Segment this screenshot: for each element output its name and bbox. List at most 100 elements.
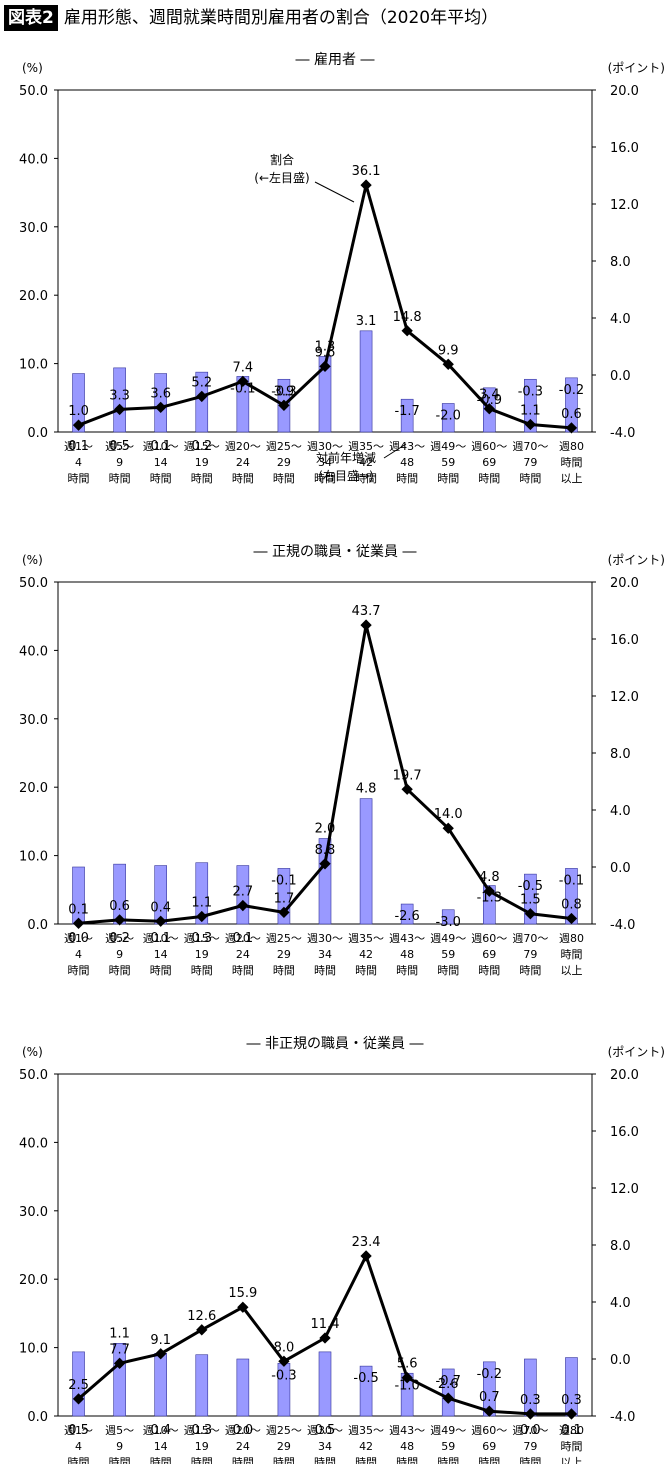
category-label: 時間: [109, 472, 131, 485]
category-label: 週10～: [143, 440, 179, 453]
change-bar: [236, 865, 250, 925]
category-label: 29: [277, 948, 291, 961]
change-value-label: 0.3: [191, 1423, 212, 1438]
right-tick-label: 20.0: [610, 1068, 639, 1083]
share-point: [565, 422, 578, 434]
category-label: 9: [116, 948, 123, 961]
category-label: 週49～: [430, 1424, 466, 1437]
left-tick-label: 20.0: [19, 1273, 48, 1288]
right-tick-label: 8.0: [610, 747, 631, 762]
left-tick-label: 30.0: [19, 1205, 48, 1220]
share-point: [360, 179, 372, 191]
category-label: 時間: [519, 964, 541, 977]
change-value-label: 0.1: [150, 931, 171, 946]
category-label: 時間: [109, 964, 131, 977]
category-label: 以上: [560, 472, 582, 485]
change-value-label: -0.3: [271, 384, 296, 399]
category-label: 14: [154, 948, 168, 961]
category-label: 週20～: [225, 932, 261, 945]
category-label: 週70～: [512, 932, 548, 945]
share-value-label: 7.7: [109, 1342, 130, 1357]
change-value-label: -0.9: [477, 393, 502, 408]
left-axis-unit: (%): [22, 553, 43, 567]
change-value-label: -0.7: [436, 1374, 461, 1389]
category-label: 時間: [191, 472, 213, 485]
right-axis-unit: (ポイント): [608, 61, 665, 75]
category-label: 週80: [559, 440, 584, 453]
category-label: 週70～: [512, 1424, 548, 1437]
share-value-label: 8.0: [274, 1340, 295, 1355]
category-label: 週35～: [348, 440, 384, 453]
left-tick-label: 50.0: [19, 1068, 48, 1083]
category-label: 79: [523, 1440, 537, 1453]
category-label: 週30～: [307, 1424, 343, 1437]
change-bar: [400, 398, 414, 433]
change-value-label: 0.0: [520, 1423, 541, 1438]
left-axis-unit: (%): [22, 1045, 43, 1059]
change-bar: [359, 330, 373, 433]
category-label: 42: [359, 456, 373, 469]
category-label: 19: [195, 948, 209, 961]
category-label: 9: [116, 1440, 123, 1453]
right-axis-unit: (ポイント): [608, 553, 665, 567]
chart-title: ― 正規の職員・従業員 ―: [254, 544, 417, 560]
category-label: 29: [277, 456, 291, 469]
category-label: 週70～: [512, 440, 548, 453]
left-tick-label: 50.0: [19, 576, 48, 591]
share-point: [155, 401, 167, 414]
change-bar: [400, 903, 414, 925]
category-label: 14: [154, 1440, 168, 1453]
chart-all-employees: ― 雇用者 ―(%) (ポイント)50.040.030.020.010.00.02…: [19, 51, 665, 485]
category-label: 週43～: [389, 932, 425, 945]
left-tick-label: 10.0: [19, 358, 48, 373]
change-value-label: 0.1: [150, 439, 171, 454]
change-value-label: 1.1: [109, 1326, 130, 1341]
category-label: 時間: [232, 472, 254, 485]
bar-note-sublabel: (右目盛→): [318, 468, 373, 483]
change-bar: [318, 1351, 332, 1417]
share-point: [319, 1332, 331, 1344]
category-label: 週35～: [348, 932, 384, 945]
category-label: 時間: [396, 472, 418, 485]
change-bar: [195, 862, 209, 925]
category-label: 48: [400, 456, 414, 469]
change-value-label: -1.3: [477, 891, 502, 906]
category-label: 時間: [560, 1440, 582, 1453]
category-label: 時間: [314, 472, 336, 485]
right-tick-label: 20.0: [610, 576, 639, 591]
share-point: [319, 360, 331, 372]
category-label: 69: [482, 456, 496, 469]
change-value-label: 0.1: [68, 439, 89, 454]
right-tick-label: 8.0: [610, 1239, 631, 1254]
category-label: 42: [359, 948, 373, 961]
category-label: 24: [236, 1440, 250, 1453]
category-label: 79: [523, 948, 537, 961]
left-tick-label: 0.0: [27, 426, 48, 441]
category-label: 時間: [150, 964, 172, 977]
left-tick-label: 20.0: [19, 781, 48, 796]
right-tick-label: 12.0: [610, 1182, 639, 1197]
share-point: [565, 912, 578, 925]
share-value-label: 14.0: [434, 807, 463, 822]
change-bar: [359, 1365, 373, 1417]
category-label: 時間: [191, 1456, 213, 1464]
bar-note-leader: [383, 443, 407, 459]
right-tick-label: -4.0: [610, 1410, 635, 1425]
share-point: [442, 358, 454, 370]
change-value-label: -2.6: [394, 909, 419, 924]
change-value-label: -0.2: [559, 383, 584, 398]
category-label: 79: [523, 456, 537, 469]
share-value-label: 1.5: [520, 893, 541, 908]
share-value-label: 0.4: [150, 900, 171, 915]
category-label: 週20～: [225, 1424, 261, 1437]
category-label: 14: [154, 456, 168, 469]
category-label: 69: [482, 948, 496, 961]
category-label: 4: [75, 456, 82, 469]
category-label: 週5～: [105, 1424, 134, 1437]
category-label: 時間: [68, 1456, 90, 1464]
category-label: 9: [116, 456, 123, 469]
change-value-label: -2.0: [436, 409, 461, 424]
category-label: 34: [318, 1440, 332, 1453]
change-bar: [72, 373, 85, 433]
share-value-label: 5.2: [191, 375, 212, 390]
